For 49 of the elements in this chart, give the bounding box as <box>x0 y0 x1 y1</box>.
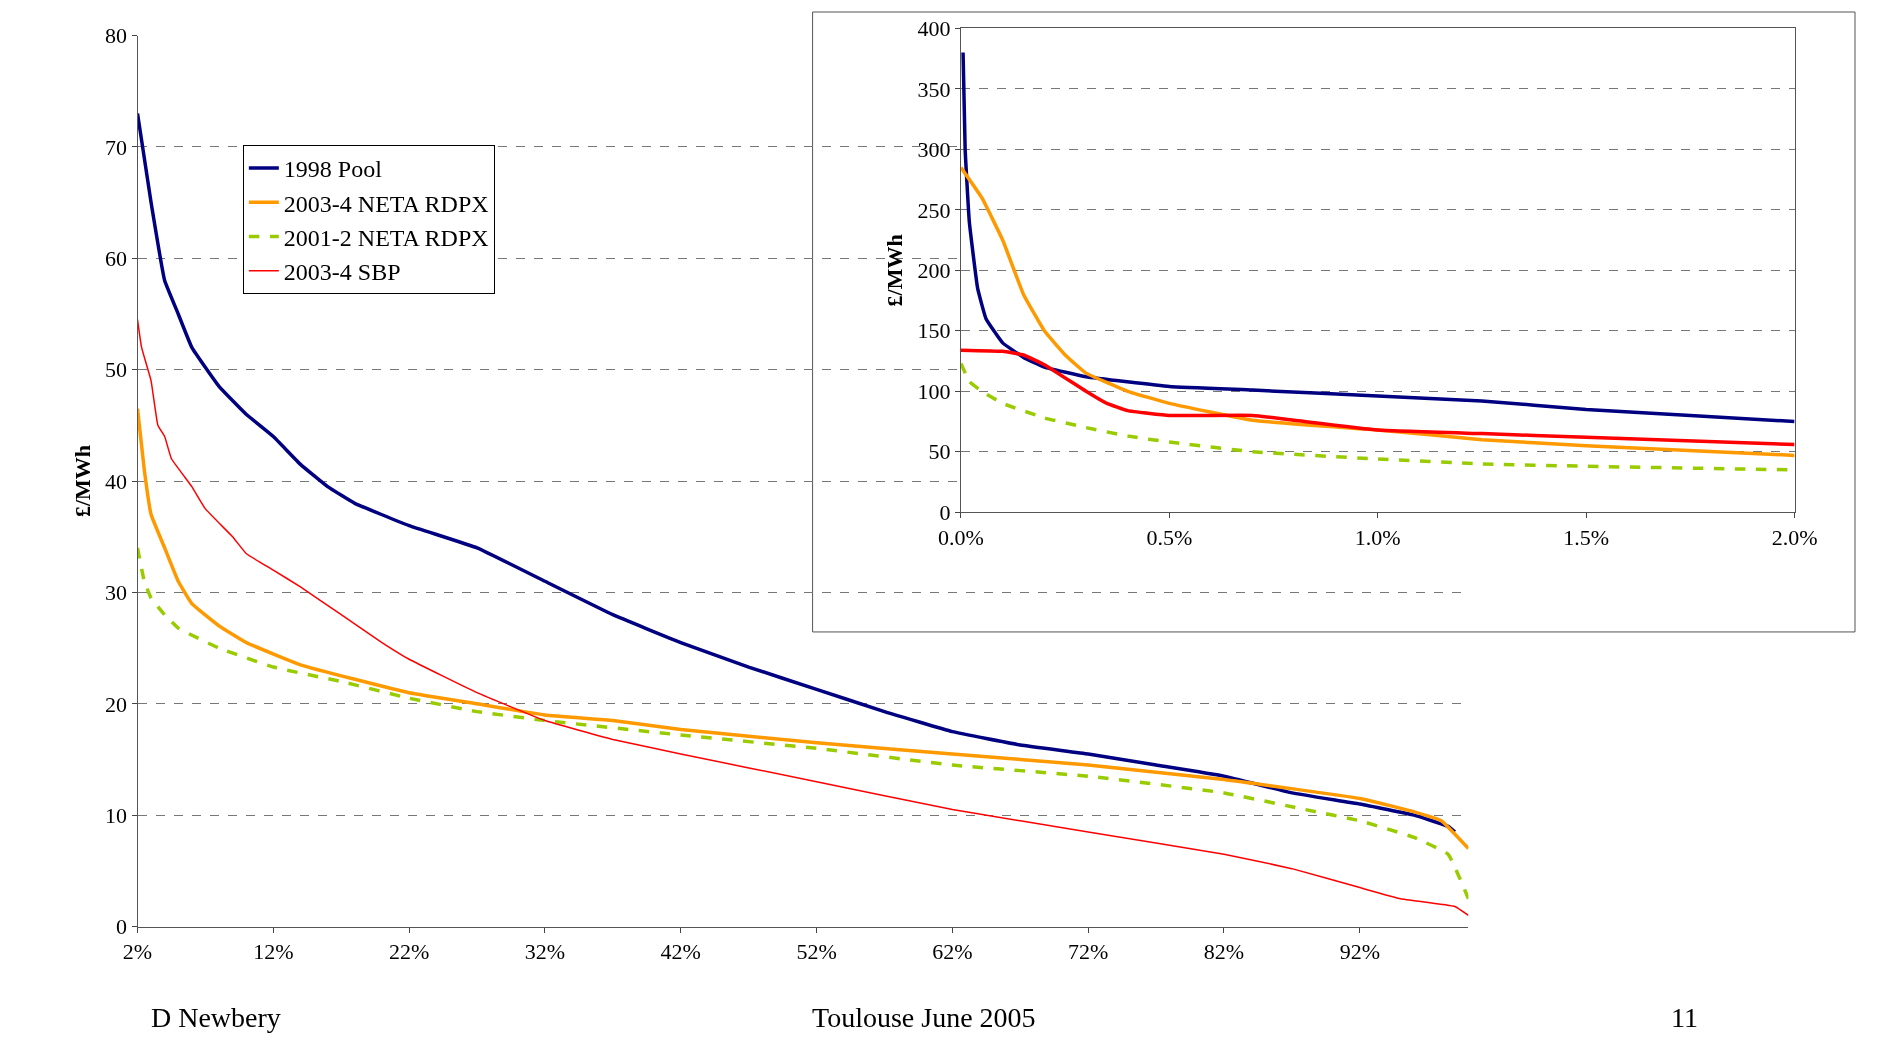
x-tick-label: 12% <box>253 938 294 964</box>
x-tick-label: 32% <box>524 938 566 964</box>
y-tick-label: 10 <box>105 802 128 828</box>
line-series <box>137 406 1469 851</box>
y-tick-label: 60 <box>105 245 128 271</box>
legend-label: 2003-4 NETA RDPX <box>283 190 489 217</box>
x-tick-label: 22% <box>388 938 430 964</box>
x-tick-label: 52% <box>796 938 837 964</box>
y-tick-label: 0 <box>116 914 128 940</box>
line-series <box>137 546 1469 901</box>
x-tick-label: 92% <box>1339 938 1380 964</box>
y-tick-label: 250 <box>917 197 951 223</box>
x-tick-label: 0.0% <box>938 524 984 550</box>
y-tick-label: 400 <box>917 16 951 42</box>
line-series <box>961 50 1795 424</box>
y-tick-label: 350 <box>917 76 951 102</box>
y-tick-label: 0 <box>939 499 951 525</box>
x-tick-label: 1.5% <box>1563 524 1610 550</box>
text: D Newbery <box>151 1002 281 1033</box>
y-axis-title: £/MWh <box>882 234 908 307</box>
x-tick-label: 1.0% <box>1354 524 1401 550</box>
y-tick-label: 40 <box>105 468 128 494</box>
x-tick-label: 42% <box>660 938 701 964</box>
line-series <box>960 165 1795 458</box>
line-series <box>137 318 1469 917</box>
text: 11 <box>1671 1002 1698 1033</box>
x-tick-label: 0.5% <box>1146 524 1193 550</box>
y-tick-label: 300 <box>917 137 951 163</box>
text: Toulouse June 2005 <box>812 1002 1036 1033</box>
y-tick-label: 100 <box>917 378 951 404</box>
x-tick-label: 72% <box>1068 938 1109 964</box>
y-axis-title: £/MWh <box>69 444 95 518</box>
y-tick-label: 20 <box>105 691 128 717</box>
x-tick-label: 82% <box>1203 938 1245 964</box>
line-series <box>960 348 1795 447</box>
x-tick-label: 2.0% <box>1771 524 1818 550</box>
y-tick-label: 50 <box>928 439 951 465</box>
y-tick-label: 80 <box>105 23 128 49</box>
x-tick-label: 62% <box>932 938 973 964</box>
legend-label: 2001-2 NETA RDPX <box>283 224 489 251</box>
y-tick-label: 150 <box>917 318 951 344</box>
y-tick-label: 200 <box>917 258 951 284</box>
line-series <box>137 111 1457 834</box>
y-tick-label: 50 <box>105 357 128 383</box>
x-tick-label: 2% <box>122 938 153 964</box>
legend-label: 1998 Pool <box>283 156 383 183</box>
y-tick-label: 30 <box>105 580 128 606</box>
legend-label: 2003-4 SBP <box>283 259 401 286</box>
y-tick-label: 70 <box>105 134 128 160</box>
